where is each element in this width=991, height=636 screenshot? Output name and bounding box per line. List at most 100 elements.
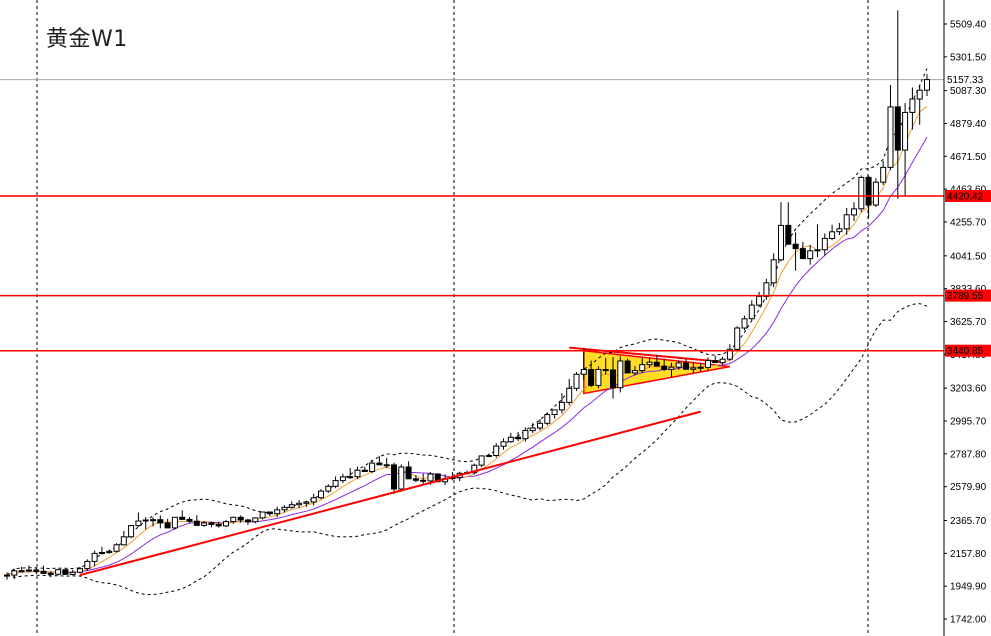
candle-body: [683, 362, 689, 370]
candle: [288, 501, 295, 509]
candle: [705, 357, 711, 371]
candle: [697, 362, 704, 372]
levels-layer: [0, 195, 944, 577]
candle-body: [325, 485, 332, 492]
candle: [719, 356, 726, 366]
candle: [106, 549, 113, 554]
candle: [120, 530, 127, 546]
candle-body: [157, 519, 164, 524]
candle: [325, 484, 332, 493]
level-tag-label: 3440.85: [947, 346, 984, 357]
candle: [252, 517, 259, 524]
candle-body: [128, 525, 135, 538]
candle: [544, 412, 551, 426]
candle: [529, 423, 536, 434]
candle-body: [573, 373, 580, 389]
candle: [653, 355, 660, 367]
candle: [602, 357, 609, 375]
candle: [785, 202, 792, 245]
candle: [208, 521, 215, 528]
candle: [383, 457, 390, 469]
candle-body: [245, 519, 251, 523]
candle-body: [266, 511, 273, 515]
candle-body: [741, 318, 748, 329]
support-trendline: [79, 410, 701, 577]
candle-body: [851, 208, 857, 216]
price-tick-label: 2579.90: [950, 482, 987, 493]
price-tick-label: 1949.90: [950, 582, 987, 593]
candle: [157, 515, 164, 529]
candle: [668, 362, 675, 378]
candle: [865, 175, 872, 219]
candle-body: [617, 360, 624, 389]
candle-body: [566, 387, 573, 403]
candle: [500, 438, 507, 450]
candle-body: [675, 362, 682, 368]
candle-body: [646, 361, 653, 366]
level-tag-label: 4420.42: [947, 191, 984, 202]
candle-body: [705, 360, 711, 368]
price-axis: 5509.405301.505087.304879.404671.504463.…: [943, 0, 991, 636]
candle-body: [507, 436, 514, 443]
candle-body: [580, 369, 587, 375]
chart-title: 黄金W1: [46, 27, 128, 52]
candle: [245, 518, 251, 525]
price-tick-label: 4671.50: [950, 152, 987, 163]
candle: [843, 207, 850, 235]
candle-body: [639, 364, 646, 372]
candle: [142, 517, 149, 530]
candle-body: [624, 360, 631, 374]
candle-body: [11, 570, 18, 576]
candle: [18, 566, 25, 573]
bollinger-upper: [6, 68, 928, 576]
candle-body: [763, 282, 770, 297]
candle: [4, 572, 10, 580]
candle-body: [756, 295, 763, 306]
price-tick-label: 3203.60: [950, 384, 987, 395]
candle: [91, 550, 98, 566]
candle: [756, 291, 763, 308]
candle-body: [193, 520, 200, 526]
price-tick-label: 2787.80: [950, 449, 987, 460]
candle-body: [602, 369, 609, 371]
candle: [799, 241, 806, 260]
candle: [909, 87, 916, 130]
price-tick-label: 4255.70: [950, 218, 987, 229]
price-tick-label: 3625.70: [950, 317, 987, 328]
candle: [851, 202, 857, 222]
candle-body: [924, 79, 930, 91]
candle-body: [47, 572, 54, 575]
candle: [274, 506, 281, 518]
price-tick-label: 4041.50: [950, 251, 987, 262]
candle-body: [361, 469, 368, 473]
candle-body: [697, 366, 704, 369]
ma-slow-line: [6, 136, 928, 576]
candle-body: [515, 436, 522, 440]
candle: [537, 419, 543, 431]
candle-body: [836, 228, 843, 233]
candle: [150, 517, 156, 527]
current-price-tag-box: [945, 73, 991, 86]
candle: [47, 571, 54, 578]
candle-body: [106, 550, 113, 554]
candle-body: [135, 520, 142, 527]
candle: [880, 160, 887, 185]
candle-body: [40, 570, 47, 574]
candle: [237, 515, 244, 523]
candle-body: [865, 176, 872, 206]
candle: [617, 356, 624, 393]
candle-body: [208, 522, 215, 525]
candle: [318, 489, 324, 500]
candle-body: [500, 441, 507, 447]
candle: [478, 455, 485, 468]
candle: [69, 569, 76, 576]
candle: [763, 278, 770, 300]
price-tick-label: 5509.40: [950, 20, 987, 31]
candle: [186, 517, 193, 523]
candle-body: [171, 516, 178, 529]
candle-body: [748, 304, 755, 320]
candle: [11, 568, 18, 580]
candle-body: [778, 224, 784, 261]
candle-body: [799, 248, 806, 260]
